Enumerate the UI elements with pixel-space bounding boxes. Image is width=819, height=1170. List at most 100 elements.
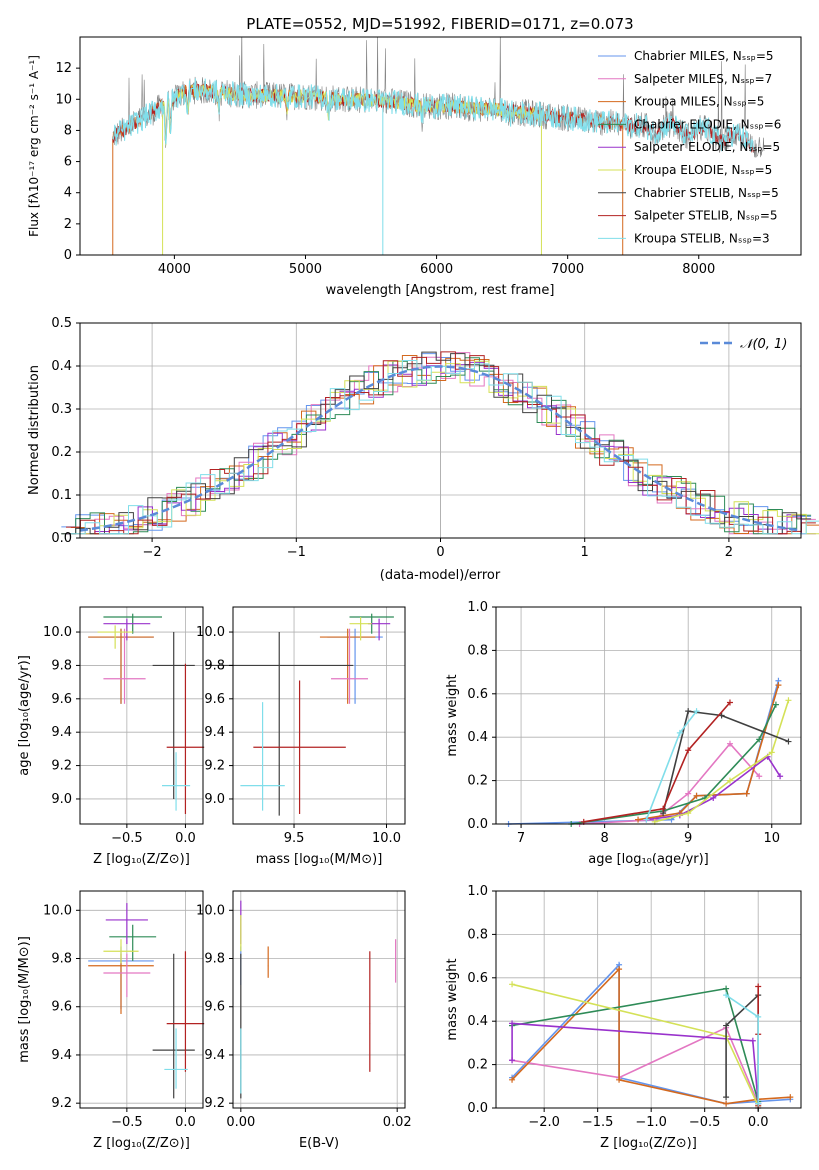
spectrum-panel: 4000 5000 6000 7000 8000 0 2 4 6 8 10 12 wavelength… xyxy=(27,36,802,298)
series-kroupa_miles xyxy=(511,967,791,1105)
marker-salpeter_miles xyxy=(685,790,692,797)
histogram-chabrier_stelib xyxy=(61,351,812,535)
series-chabrier_miles xyxy=(511,962,791,1105)
x-tick-label: 8 xyxy=(600,831,608,846)
marker-kroupa_elodie xyxy=(726,777,733,784)
histogram-salpeter_elodie xyxy=(66,361,816,535)
y-tick-label: 10 xyxy=(55,92,72,107)
legend-entry: Salpeter STELIB, Nₛₛₚ=5 xyxy=(634,209,778,223)
x-axis-label: age [log₁₀(age/yr)] xyxy=(588,852,709,867)
legend-entry: Chabrier ELODIE, Nₛₛₚ=6 xyxy=(634,117,781,131)
parameter-panels: −0.5 0.0 9.0 9.2 9.4 9.6 9.8 10.0 Z [log₁₀(Z/Z⊙)… xyxy=(17,600,802,1151)
x-axis-label: Z [log₁₀(Z/Z⊙)] xyxy=(600,1136,697,1151)
legend-entry: Chabrier MILES, Nₛₛₚ=5 xyxy=(634,49,774,63)
y-tick-label: 9.4 xyxy=(51,725,72,740)
weight_vs_age-panel: 7 8 9 10 0.0 0.2 0.4 0.6 0.8 1.0 age [log₁₀(age/yr… xyxy=(445,600,802,867)
marker-kroupa_elodie xyxy=(685,810,692,817)
x-tick-label: 0.00 xyxy=(226,1115,255,1130)
series-chabrier_elodie xyxy=(571,704,777,825)
histogram-ticks: −2 −1 0 1 2 0.0 0.1 0.2 0.3 0.4 0.5 xyxy=(51,316,733,560)
marker-kroupa_stelib xyxy=(676,729,683,736)
marker-salpeter_miles xyxy=(726,740,733,747)
y-tick-label: 9.2 xyxy=(204,1096,225,1111)
y-tick-label: 0.0 xyxy=(467,817,488,832)
y-tick-label: 9.6 xyxy=(51,1000,72,1015)
x-tick-label: 9 xyxy=(684,831,692,846)
y-tick-label: 8 xyxy=(64,123,72,138)
marker-salpeter_stelib xyxy=(755,983,762,990)
marker-kroupa_miles xyxy=(743,790,750,797)
x-tick-label: 1 xyxy=(581,545,589,560)
x-tick-label: −0.5 xyxy=(111,1115,143,1130)
x-axis-label: Z [log₁₀(Z/Z⊙)] xyxy=(93,1136,190,1151)
x-tick-label: 7 xyxy=(517,831,525,846)
x-tick-label: 2 xyxy=(725,545,733,560)
series-kroupa_miles xyxy=(637,684,780,821)
histogram-kroupa_elodie xyxy=(70,360,819,535)
axes-frame xyxy=(232,606,406,825)
y-tick-label: 9.4 xyxy=(51,1048,72,1063)
gaussian-reference-curve xyxy=(79,365,802,532)
histogram-xlabel: (data-model)/error xyxy=(380,568,501,583)
y-tick-label: 2 xyxy=(64,217,72,232)
marker-chabrier_stelib xyxy=(723,1094,730,1101)
axes-frame xyxy=(495,606,802,825)
marker-kroupa_stelib xyxy=(755,1013,762,1020)
y-tick-label: 0.4 xyxy=(467,1014,488,1029)
y-tick-label: 9.8 xyxy=(51,952,72,967)
y-tick-label: 6 xyxy=(64,155,72,170)
x-tick-label: 5000 xyxy=(289,262,322,277)
y-tick-label: 9.2 xyxy=(51,759,72,774)
y-axis-label: mass weight xyxy=(445,674,460,756)
axes-frame xyxy=(495,890,802,1109)
x-tick-label: 0 xyxy=(436,545,444,560)
legend-entry: Salpeter MILES, Nₛₛₚ=7 xyxy=(634,72,772,86)
y-axis-label: age [log₁₀(age/yr)] xyxy=(17,655,32,776)
marker-kroupa_elodie xyxy=(509,981,516,988)
y-tick-label: 9.8 xyxy=(204,952,225,967)
spectrum-xlabel: wavelength [Angstrom, rest frame] xyxy=(326,283,555,298)
x-tick-label: −2.0 xyxy=(528,1115,560,1130)
y-tick-label: 9.8 xyxy=(204,658,225,673)
marker-kroupa_miles xyxy=(509,1076,516,1083)
x-tick-label: 0.0 xyxy=(748,1115,769,1130)
x-tick-label: 0.0 xyxy=(175,831,196,846)
marker-salpeter_elodie xyxy=(710,794,717,801)
marker-kroupa_miles xyxy=(723,1100,730,1107)
age_vs_mass-panel: 9.5 10.0 9.0 9.2 9.4 9.6 9.8 10.0 mass [log₁₀(M/… xyxy=(196,606,406,867)
y-tick-label: 0.4 xyxy=(51,359,72,374)
histogram-bars xyxy=(61,351,819,535)
marker-chabrier_stelib xyxy=(723,1022,730,1029)
series-salpeter_elodie xyxy=(511,1022,759,1104)
marker-kroupa_miles xyxy=(616,1076,623,1083)
series-chabrier_elodie xyxy=(511,987,759,1102)
x-tick-label: 0.02 xyxy=(383,1115,412,1130)
y-tick-label: 4 xyxy=(64,186,72,201)
x-tick-label: 4000 xyxy=(158,262,191,277)
spectrum-ticks: 4000 5000 6000 7000 8000 0 2 4 6 8 10 12 xyxy=(55,61,715,277)
marker-kroupa_elodie xyxy=(785,697,792,704)
y-tick-label: 10.0 xyxy=(196,625,225,640)
marker-kroupa_miles xyxy=(635,816,642,823)
marker-salpeter_elodie xyxy=(749,1037,756,1044)
y-tick-label: 9.2 xyxy=(204,759,225,774)
marker-salpeter_elodie xyxy=(777,773,784,780)
x-tick-label: −2 xyxy=(143,545,162,560)
x-tick-label: −1 xyxy=(287,545,306,560)
marker-salpeter_stelib xyxy=(685,747,692,754)
marker-kroupa_miles xyxy=(616,966,623,973)
y-tick-label: 12 xyxy=(55,61,72,76)
marker-chabrier_elodie xyxy=(772,701,779,708)
marker-salpeter_elodie xyxy=(509,1020,516,1027)
y-tick-label: 9.8 xyxy=(51,658,72,673)
x-axis-label: E(B-V) xyxy=(299,1136,339,1151)
y-tick-label: 1.0 xyxy=(467,884,488,899)
marker-kroupa_miles xyxy=(787,1094,794,1101)
marker-kroupa_stelib xyxy=(643,816,650,823)
x-axis-label: Z [log₁₀(Z/Z⊙)] xyxy=(93,852,190,867)
y-tick-label: 10.0 xyxy=(43,625,72,640)
x-tick-label: 9.5 xyxy=(284,831,305,846)
marker-salpeter_elodie xyxy=(509,1057,516,1064)
x-tick-label: −1.5 xyxy=(582,1115,614,1130)
y-tick-label: 0.0 xyxy=(51,531,72,546)
